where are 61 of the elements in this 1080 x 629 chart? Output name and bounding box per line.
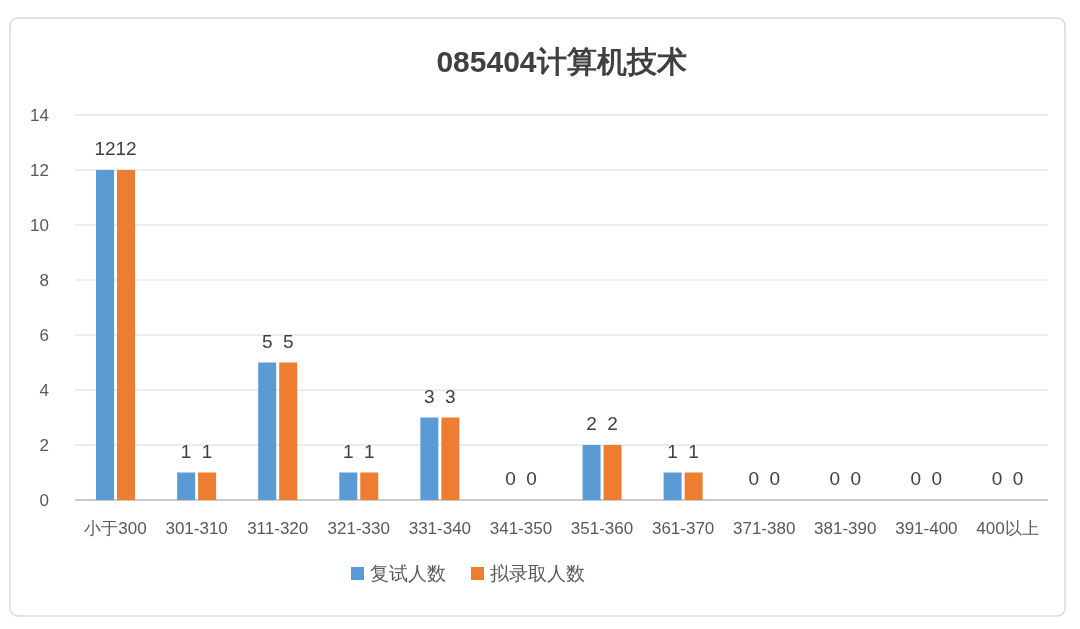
bar bbox=[663, 472, 682, 500]
y-tick-label: 6 bbox=[39, 326, 49, 345]
data-label: 2 bbox=[607, 413, 618, 434]
bar bbox=[339, 472, 358, 500]
y-tick-label: 0 bbox=[39, 491, 49, 510]
data-label: 0 bbox=[1012, 468, 1024, 489]
bar bbox=[258, 362, 277, 500]
data-label: 0 bbox=[526, 468, 537, 489]
data-label: 0 bbox=[850, 468, 862, 489]
data-label: 1 bbox=[180, 440, 192, 462]
y-tick-label: 4 bbox=[39, 381, 49, 400]
x-tick-label: 400以上 bbox=[976, 519, 1039, 538]
y-tick-label: 10 bbox=[30, 216, 49, 235]
x-tick-label: 331-340 bbox=[408, 519, 472, 538]
bar bbox=[198, 472, 217, 500]
bar bbox=[420, 417, 439, 500]
data-label: 12 bbox=[115, 138, 137, 159]
data-label: 1 bbox=[201, 440, 213, 462]
chart-title: 085404计算机技术 bbox=[436, 45, 687, 78]
y-tick-label: 8 bbox=[39, 271, 49, 290]
data-label: 2 bbox=[586, 413, 597, 434]
bar bbox=[279, 362, 298, 500]
x-tick-label: 341-350 bbox=[489, 519, 553, 538]
data-label: 0 bbox=[910, 468, 922, 489]
bar bbox=[441, 417, 460, 500]
legend-label: 复试人数 bbox=[370, 563, 446, 584]
data-label: 0 bbox=[931, 468, 943, 489]
data-label: 1 bbox=[343, 440, 354, 462]
y-tick-label: 14 bbox=[30, 106, 49, 125]
y-tick-label: 2 bbox=[39, 436, 49, 455]
bar bbox=[582, 445, 601, 500]
x-tick-label: 381-390 bbox=[814, 519, 877, 538]
bar bbox=[360, 472, 379, 500]
bar bbox=[603, 445, 622, 500]
bar bbox=[684, 472, 703, 500]
x-tick-label: 351-360 bbox=[570, 519, 634, 538]
x-tick-label: 311-320 bbox=[247, 519, 309, 538]
x-tick-label: 391-400 bbox=[895, 519, 958, 538]
bar bbox=[117, 170, 136, 500]
data-label: 0 bbox=[829, 468, 841, 489]
data-label: 3 bbox=[445, 385, 456, 407]
x-tick-label: 小于300 bbox=[84, 519, 147, 538]
y-tick-label: 12 bbox=[30, 161, 49, 180]
data-label: 0 bbox=[769, 468, 780, 489]
bar bbox=[177, 472, 196, 500]
x-tick-label: 321-330 bbox=[327, 519, 390, 538]
data-label: 1 bbox=[364, 440, 375, 462]
bar bbox=[96, 170, 115, 500]
data-label: 5 bbox=[282, 330, 294, 352]
data-label: 5 bbox=[261, 330, 273, 352]
x-tick-label: 361-370 bbox=[651, 519, 715, 538]
legend-label: 拟录取人数 bbox=[490, 563, 585, 584]
data-label: 0 bbox=[991, 468, 1003, 489]
data-label: 1 bbox=[667, 440, 678, 462]
data-label: 1 bbox=[688, 440, 699, 462]
data-label: 0 bbox=[505, 468, 516, 489]
data-label: 0 bbox=[748, 468, 759, 489]
data-label: 12 bbox=[94, 138, 116, 159]
x-tick-label: 371-380 bbox=[733, 519, 796, 538]
x-tick-label: 301-310 bbox=[165, 519, 228, 538]
data-label: 3 bbox=[424, 385, 435, 407]
